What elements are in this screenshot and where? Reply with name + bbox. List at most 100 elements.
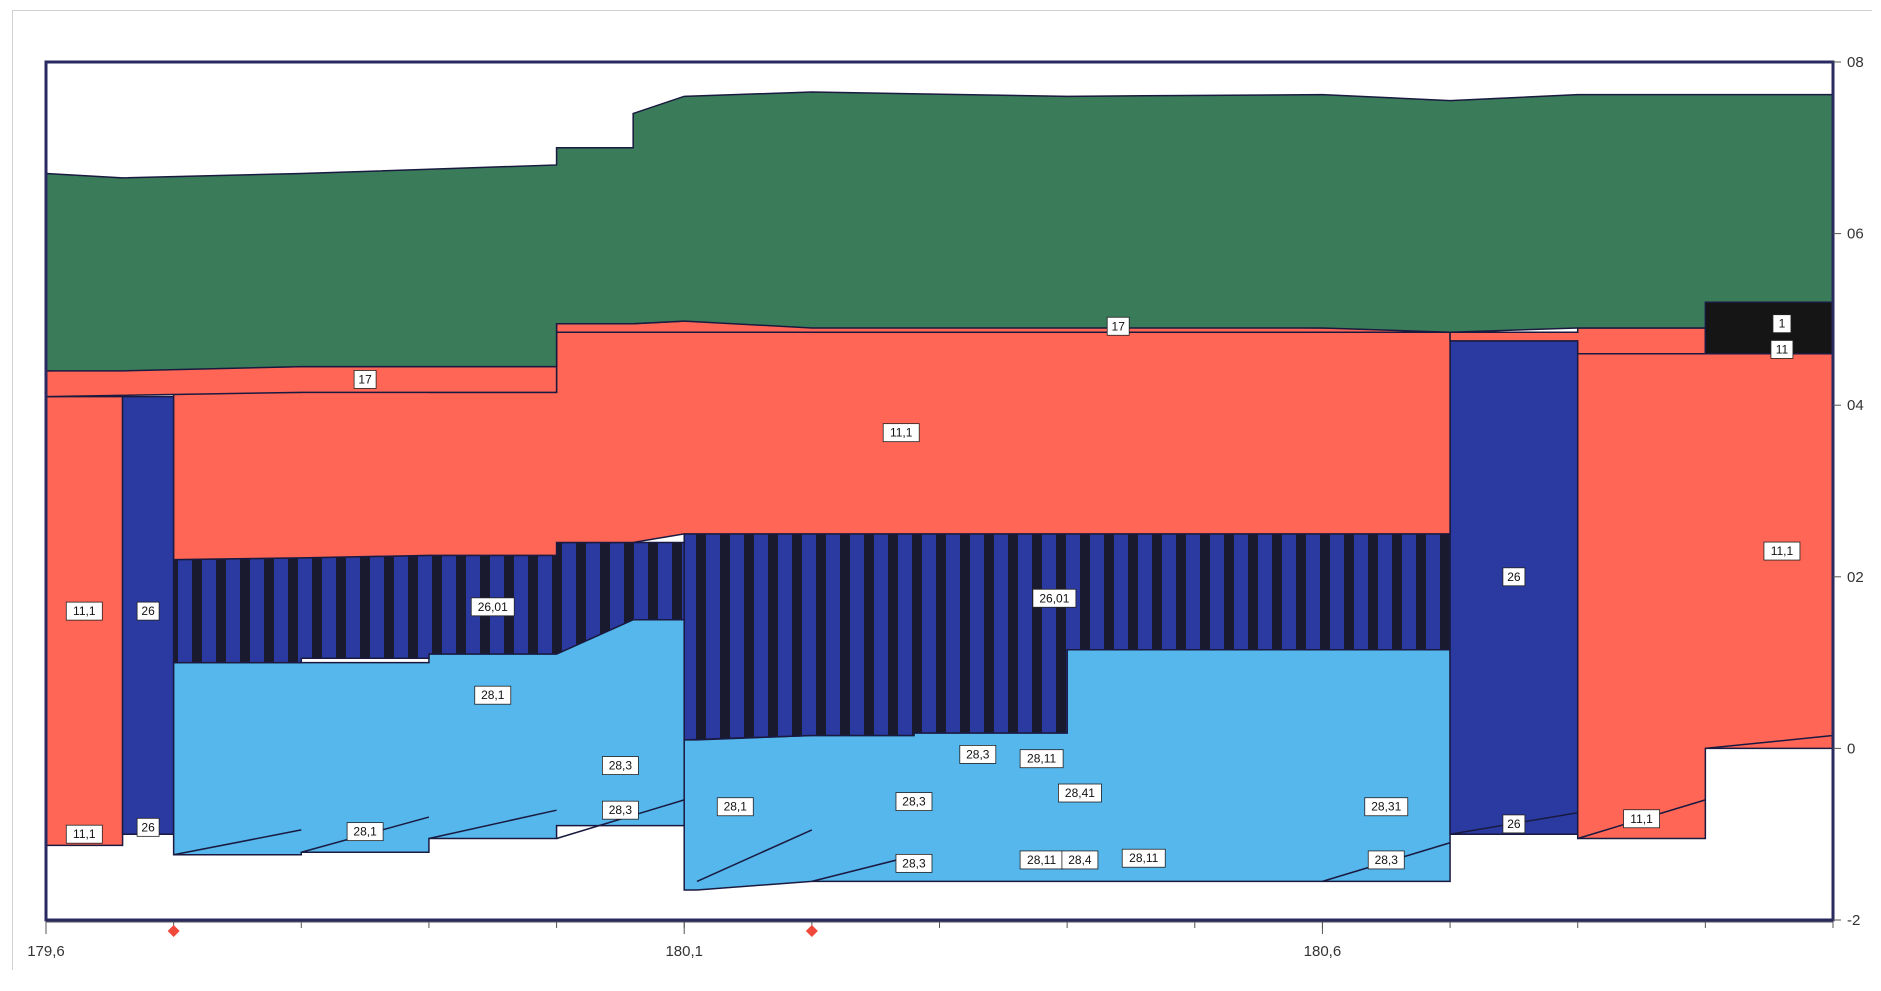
segment-label-box [716,797,754,817]
segment-label-text: 28,3 [966,747,990,761]
station-marker [805,925,818,937]
frame-left-rule [12,10,13,970]
segment-label-text: 28,11 [1027,853,1056,867]
segment-label: 28,1 [346,822,384,842]
x-tick-label: 180,6 [1304,943,1342,960]
segment-label-text: 26 [141,820,155,834]
frame-top-rule [12,10,1872,11]
segment-label: 28,3 [601,756,639,775]
layer-11-1-0 [45,395,124,847]
segment-label-text: 17 [1112,319,1126,333]
segment-label: 28,11 [1019,850,1064,870]
segment-label-text: 26 [141,604,155,618]
segment-label-text: 28,3 [609,803,633,817]
segment-label-box [346,822,384,842]
y-tick-label: -2 [1847,912,1860,929]
hatch-line-4 [696,829,813,883]
segment-label: 28,3 [959,745,997,764]
y-tick-label: 0 [1847,740,1855,757]
segment-label-box [65,601,103,621]
segment-label-text: 28,41 [1065,786,1095,800]
segment-label-box [353,370,377,389]
segment-label-text: 1 [1779,317,1786,331]
segment-label-text: 28,11 [1129,851,1158,865]
segment-label-box [1121,848,1166,868]
segment-label-text: 28,3 [609,759,633,773]
segment-label-text: 26 [1507,817,1521,831]
segment-label: 28,3 [601,800,639,820]
y-tick-label: 08 [1847,54,1864,71]
segment-label: 11,1 [882,423,920,443]
segment-label-box [1032,588,1077,608]
area-layers [45,91,1834,891]
segment-label-box [1019,749,1064,769]
segment-label: 28,41 [1058,783,1102,803]
segment-label-text: 28,11 [1027,752,1056,766]
segment-label-box [470,597,515,617]
segment-label-text: 11,1 [890,426,913,440]
layer-1-11 [1704,301,1834,355]
segment-label-text: 11,1 [73,604,96,618]
segment-label: 26,01 [1032,588,1077,608]
segment-label: 26 [1502,814,1526,834]
segment-label: 26 [136,601,160,621]
segment-label: 17 [353,370,377,389]
segment-label-box [882,423,920,443]
segment-label: 17 [1106,316,1130,336]
y-tick-label: 04 [1847,397,1864,414]
segment-label-box [65,824,103,844]
segment-label: 28,11 [1121,848,1166,868]
segment-label-text: 28,3 [1375,853,1399,867]
segment-label-box [136,601,160,621]
segment-label-box [1061,850,1099,870]
segment-label-box [1502,814,1526,834]
segment-label-box [1367,850,1405,870]
segment-label-box [1623,809,1660,829]
segment-label: 11,1 [1623,809,1660,829]
hatch-line-9 [1705,734,1834,750]
segment-label-text: 11,1 [73,827,96,841]
segment-label-box [1770,340,1794,359]
segment-label-box [1106,316,1130,336]
segment-label-box [1772,314,1792,334]
segment-label-box [1763,541,1801,561]
axes: 179,6 180,1 180,6 -2 0 02 04 06 08 [27,54,1863,960]
segment-label: 26 [136,817,160,837]
segment-label: 28,1 [474,685,512,705]
segment-label: 26,01 [470,597,515,617]
segment-label: 28,3 [1367,850,1405,870]
segment-label-box [895,792,933,811]
segment-label-text: 28,1 [481,688,505,702]
segment-label-text: 26 [1507,570,1521,584]
hatch-line-0 [173,829,302,856]
segment-label: 11,1 [65,824,103,844]
y-tick-label: 02 [1847,569,1864,586]
segment-label: 11,1 [1763,541,1801,561]
x-tick-label: 179,6 [27,943,65,960]
segment-label: 28,4 [1061,850,1099,870]
segment-label: 28,3 [895,792,933,811]
segment-label-text: 26,01 [478,600,508,614]
segment-label: 11 [1770,340,1794,359]
segment-label-box [1058,783,1102,803]
hatch-line-2 [428,809,557,840]
segment-label: 28,11 [1019,749,1064,769]
segment-label-text: 28,3 [902,856,926,870]
segment-label: 26 [1502,567,1526,587]
segment-label-box [1502,567,1526,587]
segment-label-box [136,817,160,837]
segment-label: 28,3 [895,853,933,873]
segment-label-text: 17 [358,372,372,386]
segment-label-text: 28,31 [1371,800,1401,814]
segment-label-box [959,745,997,764]
segment-label-box [474,685,512,705]
layer-26-6 [1449,340,1579,835]
segment-label: 28,31 [1364,797,1409,817]
segment-label: 11,1 [65,601,103,621]
segment-label-box [601,800,639,820]
segment-label-text: 11 [1776,342,1789,356]
segment-label-text: 28,1 [724,800,748,814]
